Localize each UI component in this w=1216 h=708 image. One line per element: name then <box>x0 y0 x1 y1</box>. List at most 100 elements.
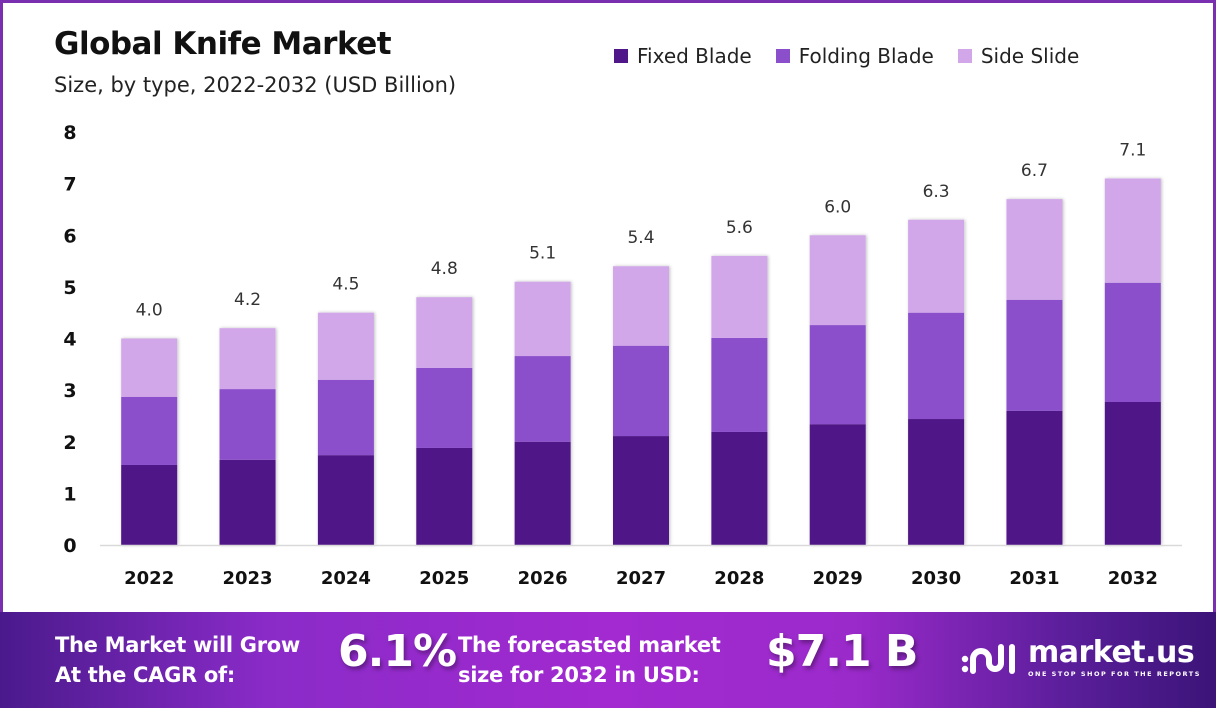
cagr-value: 6.1% <box>338 626 457 677</box>
cagr-caption: The Market will Grow At the CAGR of: <box>55 630 300 690</box>
bar-segment-side-slide <box>317 312 374 380</box>
bar-segment-fixed-blade <box>121 464 178 545</box>
market-us-logo: market.us ONE STOP SHOP FOR THE REPORTS <box>960 638 1201 678</box>
y-axis: 0 1 2 3 4 5 6 7 8 <box>63 122 76 557</box>
total-data-label: 4.5 <box>332 275 359 295</box>
legend-swatch-fixed-blade <box>614 49 628 63</box>
market-us-logo-icon <box>961 644 1015 674</box>
bar-segment-folding-blade <box>514 356 571 442</box>
bar-segment-side-slide <box>1006 199 1063 300</box>
total-data-label: 7.1 <box>1119 140 1146 160</box>
bar-segment-side-slide <box>219 328 276 390</box>
total-data-label: 6.0 <box>824 197 851 217</box>
x-tick-label: 2026 <box>518 568 568 589</box>
x-tick-label: 2027 <box>616 568 666 589</box>
total-data-label: 5.4 <box>627 228 654 248</box>
y-tick-label: 3 <box>63 380 76 402</box>
bar-segment-side-slide <box>711 255 768 338</box>
legend-label-folding-blade: Folding Blade <box>798 44 934 68</box>
bar-segment-side-slide <box>613 266 669 346</box>
bar-segment-fixed-blade <box>711 431 768 545</box>
logo-tagline: ONE STOP SHOP FOR THE REPORTS <box>1028 670 1201 678</box>
forecast-value: $7.1 B <box>766 626 918 677</box>
y-tick-label: 6 <box>63 225 76 247</box>
summary-banner: The Market will Grow At the CAGR of: 6.1… <box>0 612 1216 708</box>
forecast-caption: The forecasted market size for 2032 in U… <box>458 630 721 690</box>
bar-segment-folding-blade <box>711 337 768 432</box>
legend-swatch-side-slide <box>957 49 972 63</box>
logo-name: market.us <box>1028 635 1195 670</box>
bar-segment-folding-blade <box>416 367 473 448</box>
bar-segment-folding-blade <box>908 312 965 420</box>
cagr-caption-line1: The Market will Grow <box>55 633 300 657</box>
bar-stack-2030 <box>908 219 965 545</box>
chart-subtitle: Size, by type, 2022-2032 (USD Billion) <box>54 73 457 97</box>
x-tick-label: 2023 <box>222 568 272 589</box>
bar-segment-side-slide <box>416 297 473 368</box>
x-tick-label: 2024 <box>321 568 371 589</box>
bar-segment-fixed-blade <box>416 447 473 545</box>
legend: Fixed Blade Folding Blade Side Slide <box>614 44 1079 68</box>
x-tick-label: 2029 <box>813 568 863 589</box>
total-data-label: 6.7 <box>1021 161 1048 181</box>
bar-stack-2023 <box>219 328 276 545</box>
bar-segment-folding-blade <box>613 345 669 437</box>
x-tick-label: 2025 <box>419 568 469 589</box>
bar-stack-2025 <box>416 297 473 545</box>
bar-stack-2026 <box>514 281 571 545</box>
total-data-label: 5.6 <box>726 218 753 238</box>
data-labels: 4.0 4.2 4.5 4.8 5.1 5.4 5.6 6.0 6.3 6.7 7.1 <box>136 140 1147 320</box>
bar-stack-2022 <box>121 338 178 545</box>
y-tick-label: 7 <box>63 174 76 196</box>
y-tick-label: 4 <box>63 329 76 351</box>
y-tick-label: 0 <box>63 535 76 557</box>
total-data-label: 4.0 <box>136 301 163 321</box>
forecast-caption-line2: size for 2032 in USD: <box>458 663 700 687</box>
bar-segment-fixed-blade <box>613 436 669 545</box>
bar-segment-fixed-blade <box>514 441 571 545</box>
y-tick-label: 2 <box>63 432 76 454</box>
bar-segment-fixed-blade <box>219 459 276 545</box>
x-tick-label: 2028 <box>714 568 764 589</box>
cagr-caption-line2: At the CAGR of: <box>55 663 235 687</box>
bar-stack-2029 <box>809 235 866 545</box>
x-tick-label: 2030 <box>911 568 961 589</box>
bar-segment-fixed-blade <box>809 424 866 545</box>
bar-stack-2024 <box>317 312 374 545</box>
bar-segment-side-slide <box>908 219 965 313</box>
bar-segment-side-slide <box>809 235 866 326</box>
x-tick-label: 2031 <box>1009 568 1059 589</box>
legend-item-side-slide: Side Slide <box>957 44 1080 68</box>
bar-stack-2027 <box>613 266 669 545</box>
bar-stack-2032 <box>1104 178 1161 545</box>
chart-title: Global Knife Market <box>54 26 392 62</box>
total-data-label: 5.1 <box>529 244 556 264</box>
bar-stack-2031 <box>1006 199 1063 545</box>
y-tick-label: 8 <box>63 122 76 144</box>
legend-item-folding-blade: Folding Blade <box>775 44 934 68</box>
bar-segment-side-slide <box>514 281 571 357</box>
bar-stack-2028 <box>711 255 768 545</box>
legend-label-fixed-blade: Fixed Blade <box>637 44 752 68</box>
legend-swatch-folding-blade <box>775 49 790 63</box>
bar-segment-fixed-blade <box>1006 410 1063 545</box>
x-axis: 2022 2023 2024 2025 2026 2027 2028 2029 2030 2031… <box>124 568 1158 589</box>
y-tick-label: 5 <box>63 277 76 299</box>
x-tick-label: 2032 <box>1108 568 1158 589</box>
bars <box>121 178 1161 545</box>
total-data-label: 6.3 <box>923 182 950 202</box>
bar-segment-folding-blade <box>317 379 374 456</box>
total-data-label: 4.8 <box>431 259 458 279</box>
x-tick-label: 2022 <box>124 568 174 589</box>
bar-segment-folding-blade <box>1104 282 1161 402</box>
bar-segment-folding-blade <box>809 325 866 425</box>
total-data-label: 4.2 <box>234 290 261 310</box>
forecast-caption-line1: The forecasted market <box>458 633 721 657</box>
y-tick-label: 1 <box>63 483 76 505</box>
bar-segment-folding-blade <box>1006 299 1063 411</box>
bar-segment-side-slide <box>121 338 178 397</box>
legend-item-fixed-blade: Fixed Blade <box>614 44 752 68</box>
legend-label-side-slide: Side Slide <box>980 44 1080 68</box>
bar-segment-folding-blade <box>121 396 178 465</box>
